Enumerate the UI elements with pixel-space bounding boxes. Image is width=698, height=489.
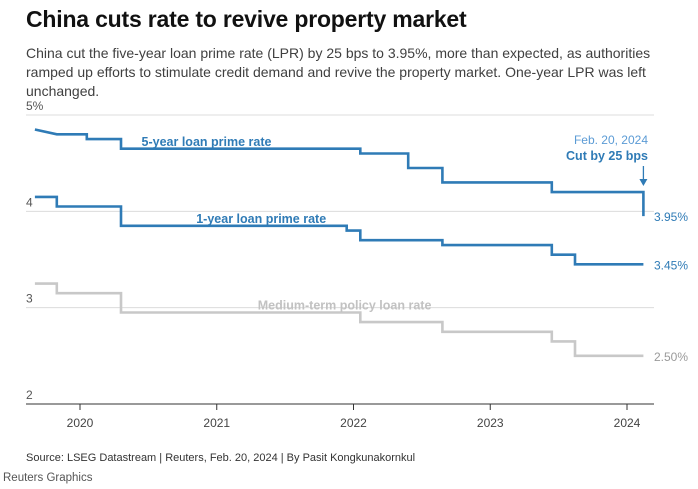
series-label-2: 1-year loan prime rate bbox=[196, 212, 326, 226]
annotation: Feb. 20, 2024 Cut by 25 bps bbox=[566, 133, 648, 186]
x-tick-label-2024: 2024 bbox=[614, 416, 641, 430]
x-axis: 2020 2021 2022 2023 2024 bbox=[26, 403, 654, 430]
annotation-date: Feb. 20, 2024 bbox=[574, 133, 648, 147]
series-line-5-year-lpr bbox=[34, 128, 645, 217]
series-line-1-year-lpr bbox=[34, 195, 644, 266]
y-axis-tick-labels: 2 3 4 5% bbox=[26, 99, 44, 402]
y-tick-label-3: 3 bbox=[26, 292, 33, 306]
x-tick-label-2021: 2021 bbox=[203, 416, 230, 430]
x-tick-label-2023: 2023 bbox=[477, 416, 504, 430]
series-label-3: Medium-term policy loan rate bbox=[258, 299, 432, 313]
end-value-label-2: 3.45% bbox=[654, 258, 688, 272]
series-labels: 5-year loan prime rate 3.95% 1-year loan p… bbox=[142, 135, 689, 364]
x-tick-label-2020: 2020 bbox=[67, 416, 94, 430]
end-value-label-1: 3.95% bbox=[654, 210, 688, 224]
source-note: Source: LSEG Datastream | Reuters, Feb. … bbox=[26, 452, 416, 464]
chart-title: China cuts rate to revive property marke… bbox=[26, 6, 467, 32]
series-lines bbox=[34, 128, 645, 358]
annotation-arrow-head bbox=[639, 179, 648, 186]
series-line-mlf-rate bbox=[34, 282, 644, 358]
gridlines bbox=[26, 114, 654, 405]
chart-subtitle: China cut the five-year loan prime rate … bbox=[26, 45, 651, 99]
annotation-text: Cut by 25 bps bbox=[566, 149, 648, 163]
y-tick-label-5: 5% bbox=[26, 99, 44, 113]
x-tick-label-2022: 2022 bbox=[340, 416, 367, 430]
brand-credit: Reuters Graphics bbox=[3, 472, 93, 484]
y-tick-label-2: 2 bbox=[26, 388, 33, 402]
y-tick-label-4: 4 bbox=[26, 195, 33, 209]
series-label-1: 5-year loan prime rate bbox=[142, 135, 272, 149]
end-value-label-3: 2.50% bbox=[654, 350, 688, 364]
